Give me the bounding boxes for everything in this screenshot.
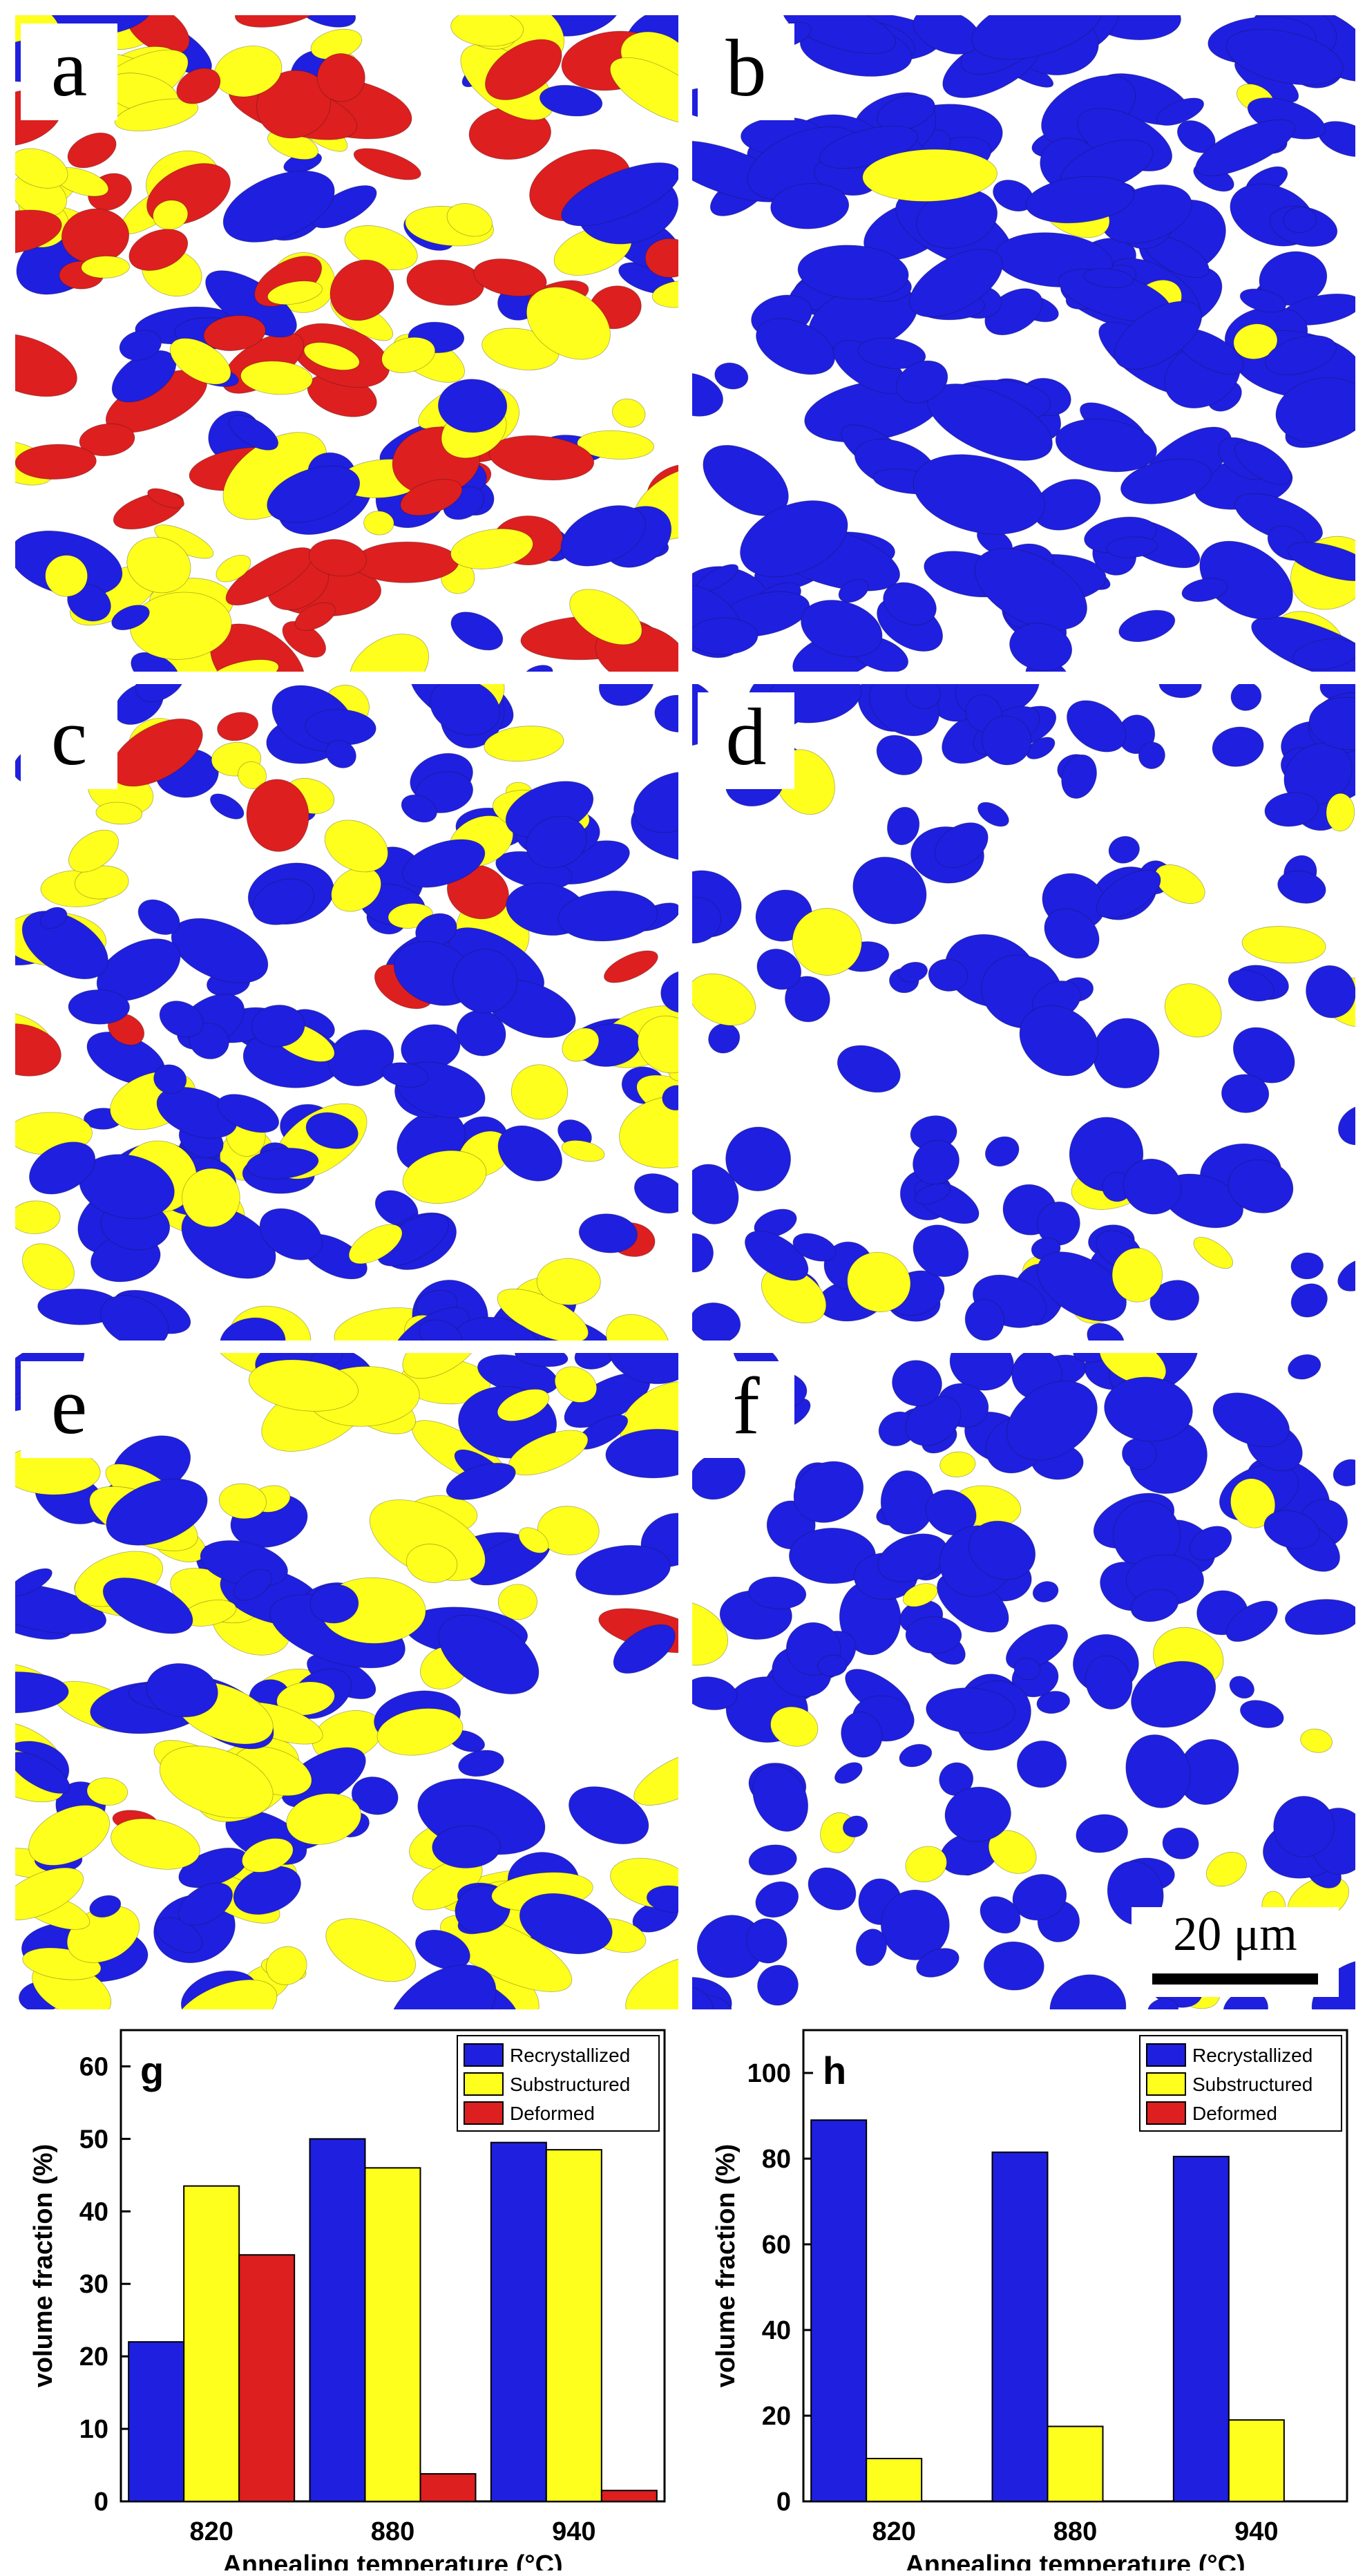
x-axis-label: Annealing temperature (°C) xyxy=(905,2550,1245,2570)
x-tick-label: 820 xyxy=(189,2517,233,2546)
y-tick-label: 0 xyxy=(94,2488,108,2517)
panel-label-c: c xyxy=(21,692,117,789)
bar-recrystallized-940 xyxy=(490,2141,547,2502)
y-tick-label: 100 xyxy=(747,2059,791,2088)
panel-label-g: g xyxy=(140,2049,164,2092)
panel-label-d: d xyxy=(698,692,794,789)
chart-h: 0 20 40 60 80 100 820 880 940 h Recrystallized Subs… xyxy=(682,2018,1365,2576)
ebsd-map-b: b xyxy=(692,15,1355,672)
y-tick-label: 80 xyxy=(762,2145,791,2174)
bar-recrystallized-880 xyxy=(991,2151,1049,2502)
legend-label-deformed: Deformed xyxy=(1192,2103,1277,2124)
bar-substructured-880 xyxy=(364,2167,421,2502)
ebsd-map-c: c xyxy=(15,684,678,1341)
chart-g-svg: 0 10 20 30 40 50 60 820 880 940 g Recrystallized Sub… xyxy=(29,2029,666,2576)
legend-swatch-substructured xyxy=(1146,2072,1186,2096)
y-tick-label: 10 xyxy=(79,2415,108,2444)
panel-label-h: h xyxy=(823,2049,846,2092)
ebsd-map-e-image xyxy=(15,1353,678,2009)
x-tick-label: 940 xyxy=(552,2517,595,2546)
ebsd-map-a: a xyxy=(15,15,678,672)
bar-deformed-820 xyxy=(238,2254,296,2502)
y-axis-label: volume fraction (%) xyxy=(29,2144,58,2388)
bar-recrystallized-820 xyxy=(810,2119,868,2502)
bar-substructured-940 xyxy=(1228,2419,1285,2503)
legend-label-deformed: Deformed xyxy=(510,2103,595,2124)
ebsd-map-a-image xyxy=(15,15,678,672)
legend-swatch-deformed xyxy=(464,2101,504,2125)
y-tick-label: 60 xyxy=(79,2052,108,2081)
y-tick-label: 20 xyxy=(79,2342,108,2371)
legend-swatch-recrystallized xyxy=(1146,2043,1186,2067)
legend-swatch-substructured xyxy=(464,2072,504,2096)
legend-label-substructured: Substructured xyxy=(1192,2074,1312,2095)
scale-bar: 20 μm xyxy=(1132,1907,1339,1997)
bar-substructured-880 xyxy=(1047,2425,1104,2502)
x-tick-label: 880 xyxy=(1053,2517,1097,2546)
ebsd-map-b-image xyxy=(692,15,1355,672)
y-tick-label: 40 xyxy=(79,2197,108,2226)
chart-g: 0 10 20 30 40 50 60 820 880 940 g Recrystallized Sub… xyxy=(0,2018,682,2576)
bar-substructured-820 xyxy=(866,2458,923,2502)
y-tick-label: 0 xyxy=(776,2488,791,2517)
chart-h-svg: 0 20 40 60 80 100 820 880 940 h Recrystallized Subs… xyxy=(712,2029,1348,2576)
scale-bar-label: 20 μm xyxy=(1173,1908,1297,1961)
panel-label-b: b xyxy=(698,23,794,120)
ebsd-map-f: f 20 μm xyxy=(692,1353,1355,2009)
bar-recrystallized-880 xyxy=(309,2138,366,2502)
x-axis-label: Annealing temperature (°C) xyxy=(222,2550,562,2570)
legend-label-substructured: Substructured xyxy=(510,2074,630,2095)
scale-bar-line xyxy=(1152,1973,1318,1985)
bar-substructured-820 xyxy=(183,2185,240,2502)
y-axis-label: volume fraction (%) xyxy=(712,2144,741,2388)
ebsd-map-d-image xyxy=(692,684,1355,1341)
bar-deformed-940 xyxy=(600,2490,658,2502)
ebsd-map-c-image xyxy=(15,684,678,1341)
y-tick-label: 50 xyxy=(79,2125,108,2154)
legend-swatch-deformed xyxy=(1146,2101,1186,2125)
y-tick-label: 30 xyxy=(79,2270,108,2299)
x-tick-label: 880 xyxy=(371,2517,414,2546)
y-tick-label: 20 xyxy=(762,2402,791,2431)
bar-recrystallized-940 xyxy=(1172,2155,1230,2502)
panel-label-f: f xyxy=(698,1361,794,1458)
panel-label-e: e xyxy=(21,1361,117,1458)
ebsd-map-d: d xyxy=(692,684,1355,1341)
bar-deformed-880 xyxy=(419,2473,477,2502)
y-tick-label: 40 xyxy=(762,2316,791,2345)
y-tick-label: 60 xyxy=(762,2231,791,2260)
x-tick-label: 940 xyxy=(1234,2517,1278,2546)
x-tick-label: 820 xyxy=(872,2517,915,2546)
panel-label-a: a xyxy=(21,23,117,120)
legend-swatch-recrystallized xyxy=(464,2043,504,2067)
legend-label-recrystallized: Recrystallized xyxy=(510,2045,630,2066)
ebsd-map-e: e xyxy=(15,1353,678,2009)
legend-label-recrystallized: Recrystallized xyxy=(1192,2045,1312,2066)
bar-substructured-940 xyxy=(545,2149,602,2502)
bar-recrystallized-820 xyxy=(128,2341,185,2502)
